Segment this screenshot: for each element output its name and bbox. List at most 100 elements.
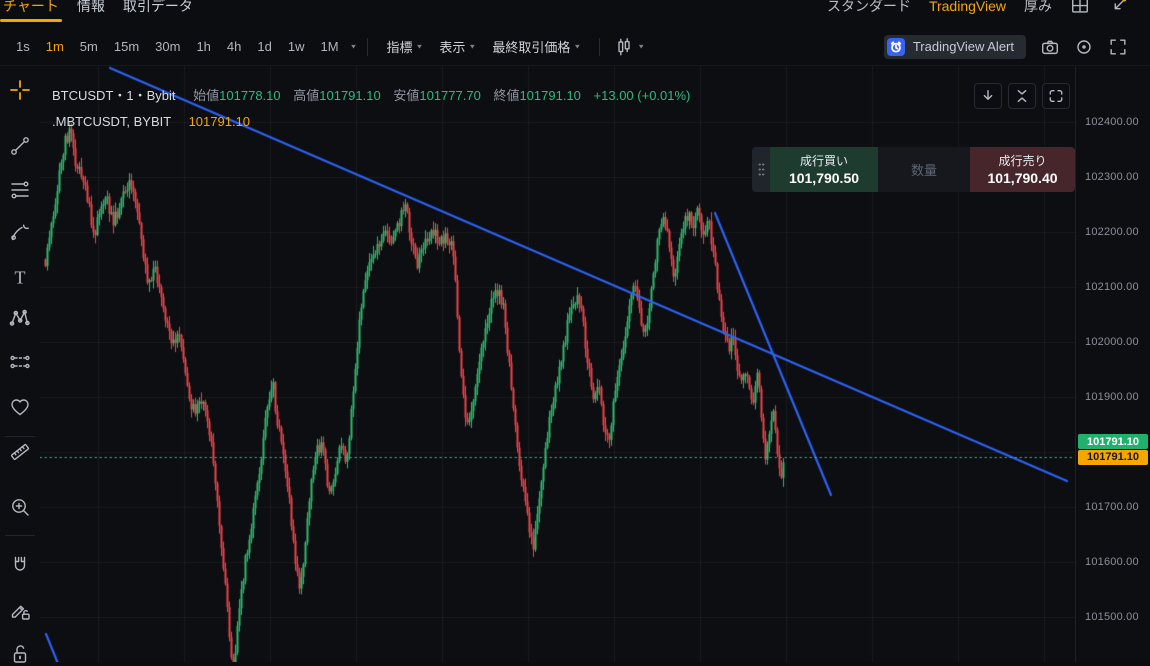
crosshair-icon[interactable] — [7, 77, 33, 103]
collapse-arrow-icon[interactable] — [1108, 0, 1128, 16]
sub-series-price-tag: 101791.10 — [1078, 449, 1148, 465]
sell-price: 101,790.40 — [987, 169, 1058, 186]
lock-open-icon[interactable] — [7, 640, 33, 666]
timeframe-1d[interactable]: 1d — [257, 39, 272, 54]
quantity-placeholder: 数量 — [910, 163, 937, 178]
fib-lines-icon[interactable] — [7, 177, 33, 203]
price-axis-label: 101700.00 — [1085, 500, 1139, 513]
nav-depth[interactable]: 厚み — [1024, 0, 1052, 14]
toolbar-separator — [599, 37, 601, 56]
timeframe-30m[interactable]: 30m — [155, 39, 181, 54]
chart-area: BTCUSDT・1・Bybit 始値101778.10 高値101791.10 … — [40, 66, 1075, 662]
legend-sub-row: .MBTCUSDT, BYBIT 101791.10 — [52, 114, 690, 129]
camera-icon[interactable] — [1040, 37, 1060, 57]
position-tool-icon[interactable] — [7, 349, 33, 375]
buy-label: 成行買い — [799, 153, 848, 168]
layout-grid-icon[interactable] — [1070, 0, 1090, 16]
zoom-in-icon[interactable] — [7, 494, 33, 520]
timeframe-dropdown-caret[interactable]: ▼ — [349, 42, 358, 51]
legend-main-row: BTCUSDT・1・Bybit 始値101778.10 高値101791.10 … — [52, 85, 690, 104]
sub-symbol-title: .MBTCUSDT, BYBIT — [52, 114, 171, 129]
tab-chart[interactable]: チャート — [3, 0, 59, 14]
toolbar-separator — [367, 37, 369, 56]
low-value: 101777.70 — [419, 88, 481, 103]
chart-legend: BTCUSDT・1・Bybit 始値101778.10 高値101791.10 … — [52, 85, 690, 129]
nav-standard[interactable]: スタンダード — [826, 0, 911, 14]
order-widget-drag-handle[interactable] — [752, 147, 770, 192]
price-axis[interactable]: 101791.10 101791.10 102400.00 102300.00 10… — [1075, 66, 1150, 662]
nav-tradingview[interactable]: TradingView — [928, 0, 1006, 14]
market-sell-button[interactable]: 成行売り 101,790.40 — [970, 147, 1075, 192]
trendline-icon[interactable] — [7, 133, 33, 159]
open-label: 始値 — [193, 88, 220, 103]
sub-symbol-price: 101791.10 — [188, 114, 251, 129]
last-price-tag: 101791.10 — [1078, 434, 1148, 449]
timeframe-1h[interactable]: 1h — [196, 39, 211, 54]
download-icon — [979, 87, 997, 105]
timeframe-list: 1s 1m 5m 15m 30m 1h 4h 1d 1w 1M — [8, 36, 347, 57]
ruler-icon[interactable] — [7, 439, 33, 465]
tradingview-alert-button[interactable]: TradingView Alert — [883, 34, 1026, 59]
toolbar-divider — [5, 535, 35, 536]
price-axis-label: 102400.00 — [1085, 115, 1139, 128]
alarm-clock-icon — [886, 37, 905, 56]
alert-button-label: TradingView Alert — [912, 39, 1014, 54]
change-value: +13.00 (+0.01%) — [593, 88, 691, 103]
order-widget: 成行買い 101,790.50 数量 成行売り 101,790.40 — [752, 147, 1075, 192]
timeframe-1M[interactable]: 1M — [320, 39, 339, 54]
magnet-icon[interactable] — [7, 552, 33, 578]
tab-trade-data[interactable]: 取引データ — [122, 0, 193, 14]
download-button[interactable] — [974, 83, 1002, 109]
chart-style-menu[interactable]: ▼ — [610, 34, 649, 60]
high-label: 高値 — [293, 88, 320, 103]
top-nav: チャート 情報 取引データ スタンダード TradingView 厚み — [0, 0, 1150, 22]
timeframe-1w[interactable]: 1w — [287, 39, 305, 54]
display-menu[interactable]: 表示 ▼ — [439, 40, 477, 55]
symbol-title: BTCUSDT・1・Bybit — [52, 88, 176, 103]
timeframe-15m[interactable]: 15m — [113, 39, 140, 54]
price-axis-label: 101900.00 — [1085, 390, 1139, 403]
low-label: 安値 — [393, 88, 420, 103]
collapse-vertical-icon — [1013, 87, 1031, 105]
price-axis-label: 102200.00 — [1085, 225, 1139, 238]
chart-corner-buttons — [974, 83, 1070, 109]
price-axis-label: 102300.00 — [1085, 170, 1139, 183]
reset-view-icon — [1047, 87, 1065, 105]
text-icon[interactable]: T — [7, 264, 33, 290]
buy-price: 101,790.50 — [788, 169, 860, 186]
timeframe-1m[interactable]: 1m — [45, 39, 64, 54]
sell-label: 成行売り — [998, 153, 1047, 168]
pattern-xabcd-icon[interactable] — [7, 305, 33, 331]
drawing-toolbar: T — [0, 66, 40, 662]
svg-text:T: T — [15, 268, 26, 288]
toolbar-divider — [5, 436, 35, 437]
open-value: 101778.10 — [219, 88, 281, 103]
price-axis-label: 101600.00 — [1085, 555, 1139, 568]
fullscreen-icon[interactable] — [1108, 37, 1128, 57]
market-buy-button[interactable]: 成行買い 101,790.50 — [770, 147, 878, 192]
settings-icon[interactable] — [1074, 37, 1094, 57]
price-axis-label: 102000.00 — [1085, 335, 1139, 348]
chart-toolbar: 1s 1m 5m 15m 30m 1h 4h 1d 1w 1M ▼ 指標 ▼ 表示 ▼ 最終取引価格 ▼… — [0, 22, 1150, 66]
collapse-vertical-button[interactable] — [1008, 83, 1036, 109]
indicators-menu[interactable]: 指標 ▼ — [386, 40, 424, 55]
tab-info[interactable]: 情報 — [76, 0, 105, 14]
active-tab-underline — [0, 19, 62, 22]
price-axis-label: 102100.00 — [1085, 280, 1139, 293]
draw-lock-icon[interactable] — [7, 597, 33, 623]
close-label: 終値 — [493, 88, 520, 103]
quantity-input[interactable]: 数量 — [878, 147, 970, 192]
high-value: 101791.10 — [319, 88, 381, 103]
favorites-heart-icon[interactable] — [7, 394, 33, 420]
reset-view-button[interactable] — [1042, 83, 1070, 109]
timeframe-4h[interactable]: 4h — [226, 39, 242, 54]
candles-icon — [614, 37, 634, 57]
last-price-menu[interactable]: 最終取引価格 ▼ — [492, 40, 582, 55]
timeframe-5m[interactable]: 5m — [79, 39, 98, 54]
timeframe-1s[interactable]: 1s — [16, 39, 30, 54]
price-axis-label: 101500.00 — [1085, 610, 1139, 623]
drag-dots-icon — [757, 161, 765, 178]
close-value: 101791.10 — [519, 88, 581, 103]
brush-icon[interactable] — [7, 219, 33, 245]
